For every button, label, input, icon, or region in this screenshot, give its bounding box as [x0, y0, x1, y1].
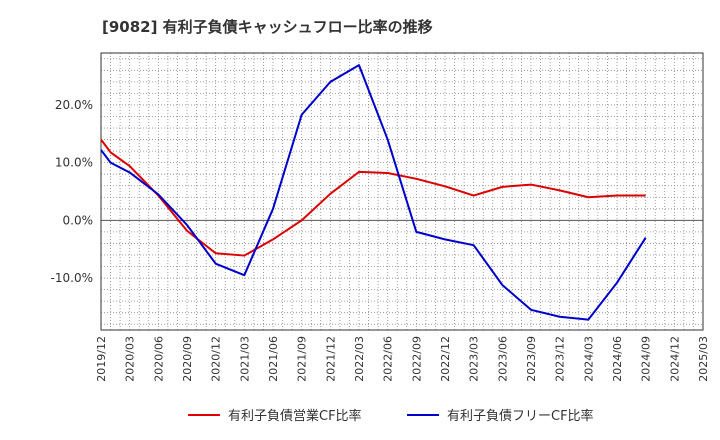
x-tick-label: 2022/12	[439, 336, 452, 382]
x-tick-label: 2020/03	[124, 336, 137, 382]
x-tick-label: 2022/09	[410, 336, 423, 382]
x-tick-label: 2019/12	[95, 336, 108, 382]
x-tick-label: 2022/03	[353, 336, 366, 382]
x-tick-label: 2024/09	[640, 336, 653, 382]
legend-label-2: 有利子負債フリーCF比率	[447, 408, 594, 424]
x-tick-label: 2020/09	[181, 336, 194, 382]
x-tick-label: 2021/12	[324, 336, 337, 382]
x-tick-label: 2025/03	[697, 336, 710, 382]
x-tick-label: 2024/03	[582, 336, 595, 382]
y-tick-label: 0.0%	[63, 213, 94, 227]
legend-label-1: 有利子負債営業CF比率	[228, 408, 362, 424]
y-tick-label: -10.0%	[51, 271, 93, 285]
x-tick-label: 2024/12	[668, 336, 681, 382]
series-line-2	[100, 64, 647, 321]
y-tick-label: 10.0%	[55, 156, 93, 170]
x-tick-label: 2021/09	[296, 336, 309, 382]
x-tick-label: 2023/03	[468, 336, 481, 382]
x-tick-label: 2020/12	[210, 336, 223, 382]
x-tick-label: 2023/06	[496, 336, 509, 382]
x-tick-label: 2021/06	[267, 336, 280, 382]
x-tick-label: 2023/09	[525, 336, 538, 382]
x-tick-label: 2022/06	[382, 336, 395, 382]
x-tick-label: 2020/06	[152, 336, 165, 382]
x-tick-label: 2021/03	[238, 336, 251, 382]
x-tick-label: 2023/12	[554, 336, 567, 382]
x-tick-label: 2024/06	[611, 336, 624, 382]
plot-area	[100, 52, 704, 331]
y-tick-label: 20.0%	[55, 98, 93, 112]
series-line-1	[100, 138, 646, 257]
chart-title: [9082] 有利子負債キャッシュフロー比率の推移	[102, 18, 433, 36]
